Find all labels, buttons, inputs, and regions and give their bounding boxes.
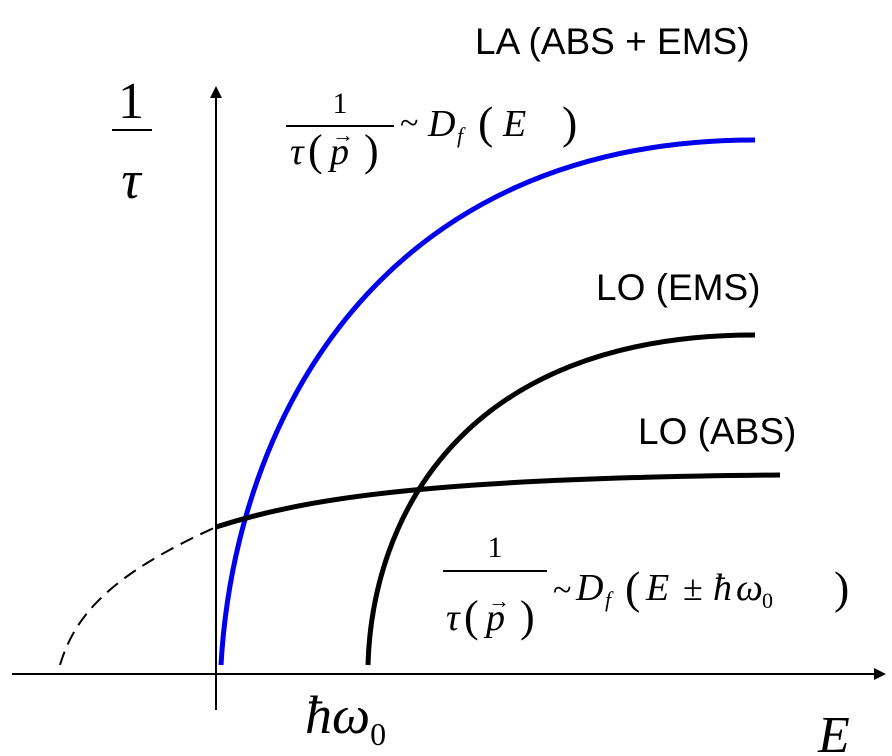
formula-bottom-D-subscript: f [605,587,614,612]
formula-bottom-pm: ± [683,568,703,608]
formula-bottom-hbar: ħ [713,567,732,609]
formula-top-arg: E [502,103,526,145]
y-axis-label-denominator: τ [121,150,142,210]
formula-top-numerator: 1 [333,87,348,120]
threshold-hbar: ħ [305,685,332,745]
formula-bottom-D: D [575,567,603,609]
lo-ems-curve [365,332,756,666]
formula-bottom: 1 τ ( p → ) ~ D f ( E ± ħ ω 0 ) [443,531,849,641]
formula-top-lparen: ( [478,97,493,148]
formula-top: 1 τ ( p → ) ~ D f ( E ) [286,87,577,175]
label-lo-abs: LO (ABS) [638,411,796,452]
formula-top-D-subscript: f [457,123,466,148]
lo-abs-curve [215,472,781,530]
label-la: LA (ABS + EMS) [475,21,750,62]
formula-bottom-omega: ω [736,567,763,609]
threshold-omega: ω [332,685,370,745]
formula-top-D: D [427,103,455,145]
formula-bottom-numerator: 1 [488,531,503,564]
formula-bottom-den-tau: τ [446,597,461,639]
formula-top-rparen: ) [562,97,577,148]
formula-bottom-den-lparen: ( [464,592,479,641]
x-axis-label: E [817,707,850,756]
formula-bottom-lparen: ( [625,562,640,613]
formula-top-den-tau: τ [290,131,305,173]
formula-bottom-arg-E: E [645,567,669,609]
formula-bottom-den-vector-arrow: → [488,588,510,613]
formula-bottom-den-rparen: ) [520,592,535,641]
lo-abs-extrapolation-dashed [59,526,217,666]
threshold-subscript: 0 [370,716,386,752]
formula-bottom-rparen: ) [834,562,849,613]
formula-bottom-omega-subscript: 0 [762,588,773,613]
formula-top-den-rparen: ) [364,126,379,175]
la-curve [218,137,756,666]
formula-bottom-tilde: ~ [553,572,571,609]
formula-top-den-p: p [327,131,349,173]
label-lo-ems: LO (EMS) [596,267,760,308]
formula-top-tilde: ~ [400,105,418,142]
y-axis-label-numerator: 1 [118,73,144,130]
formula-bottom-den-p: p [483,597,505,639]
threshold-label: ħω0 [305,685,386,752]
formula-top-den-vector-arrow: → [332,122,354,147]
formula-top-den-lparen: ( [308,126,323,175]
